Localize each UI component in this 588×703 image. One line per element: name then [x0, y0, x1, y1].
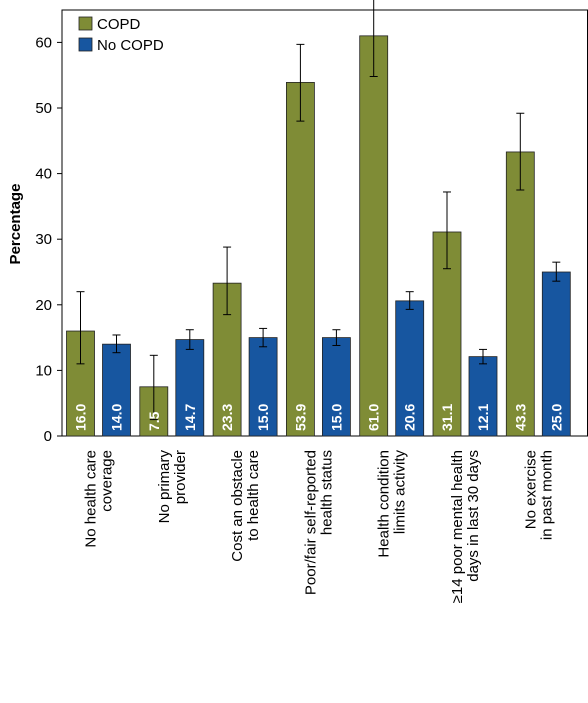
data-label: 16.0 — [73, 404, 89, 431]
legend-label-copd: COPD — [97, 16, 141, 33]
bar-no-copd — [175, 339, 205, 437]
category-label: Cost an obstacle — [229, 450, 246, 562]
bar-no-copd — [248, 337, 278, 437]
data-label: 14.0 — [109, 404, 125, 431]
data-label: 23.3 — [219, 404, 235, 431]
bar-no-copd — [541, 271, 571, 437]
category-label: Poor/fair self-reported — [302, 450, 319, 595]
y-tick-label: 50 — [35, 100, 52, 117]
category-label: No health care — [83, 450, 100, 548]
category-label: ≥14 poor mental health — [449, 450, 466, 603]
data-label: 25.0 — [548, 404, 564, 431]
category-label: in past month — [538, 450, 555, 540]
category-label: to health care — [245, 450, 262, 541]
category-label: limits activity — [392, 450, 409, 535]
y-axis-label: Percentage — [7, 184, 24, 265]
data-label: 12.1 — [475, 404, 491, 431]
bar-no-copd — [395, 300, 425, 437]
bar-copd — [285, 82, 315, 437]
bar-copd — [505, 151, 535, 437]
category-label: coverage — [99, 450, 116, 512]
category-label: days in last 30 days — [465, 450, 482, 582]
bar-no-copd — [321, 337, 351, 437]
data-label: 20.6 — [402, 404, 418, 431]
data-label: 53.9 — [292, 404, 308, 431]
legend-swatch-no-copd — [78, 37, 93, 52]
y-tick-label: 0 — [44, 428, 52, 445]
bar-copd — [359, 35, 389, 437]
y-tick-label: 20 — [35, 297, 52, 314]
category-label: Health condition — [376, 450, 393, 558]
category-label: provider — [172, 450, 189, 504]
legend-swatch-copd — [78, 16, 93, 31]
data-label: 15.0 — [255, 404, 271, 431]
y-tick-label: 40 — [35, 166, 52, 183]
y-tick-label: 10 — [35, 362, 52, 379]
data-label: 7.5 — [146, 411, 162, 431]
category-label: health status — [318, 450, 335, 535]
data-label: 31.1 — [439, 404, 455, 431]
data-label: 14.7 — [182, 404, 198, 431]
data-label: 61.0 — [366, 404, 382, 431]
y-tick-label: 60 — [35, 34, 52, 51]
legend-label-no-copd: No COPD — [97, 37, 164, 54]
data-label: 15.0 — [328, 404, 344, 431]
bar-no-copd — [468, 356, 498, 437]
y-tick-label: 30 — [35, 231, 52, 248]
data-label: 43.3 — [512, 404, 528, 431]
category-label: No exercise — [522, 450, 539, 529]
category-label: No primary — [156, 450, 173, 524]
